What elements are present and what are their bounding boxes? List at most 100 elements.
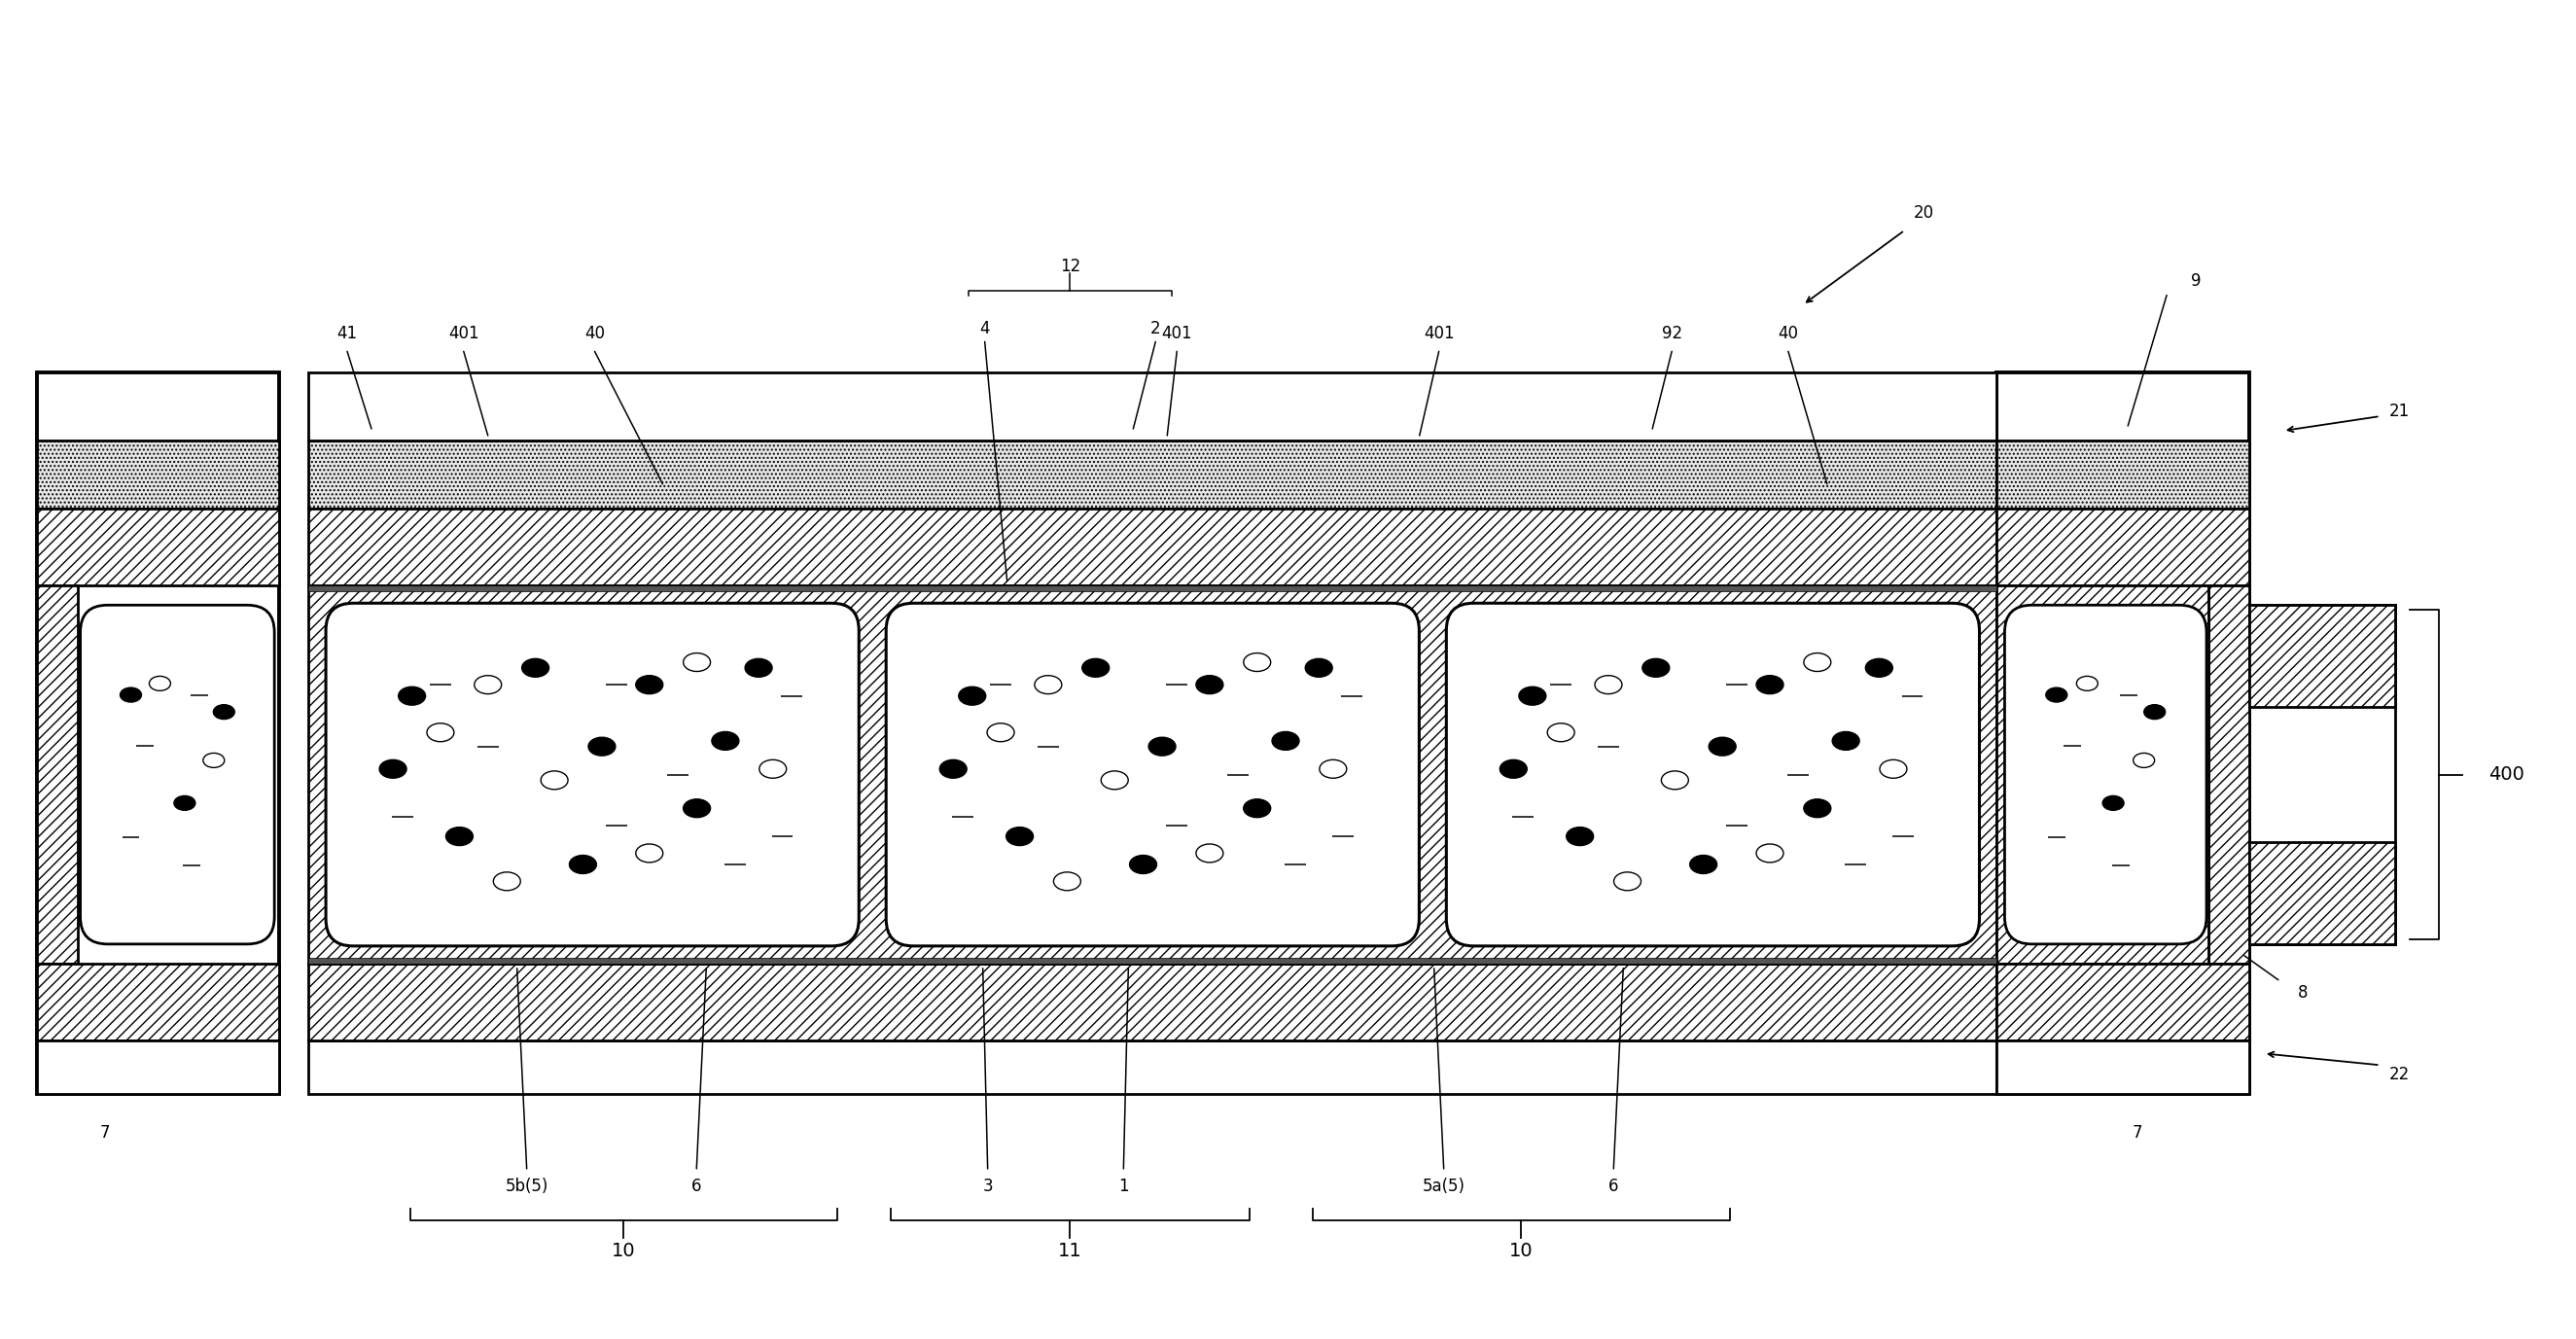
FancyBboxPatch shape: [80, 605, 276, 944]
Ellipse shape: [636, 675, 662, 694]
Ellipse shape: [1244, 653, 1270, 671]
Ellipse shape: [1036, 675, 1061, 694]
Bar: [1996, 585, 2208, 964]
Ellipse shape: [1595, 675, 1623, 694]
Ellipse shape: [1520, 687, 1546, 706]
Bar: [1996, 1040, 2249, 1094]
Ellipse shape: [1195, 844, 1224, 862]
Ellipse shape: [587, 738, 616, 755]
Ellipse shape: [1149, 738, 1175, 755]
Ellipse shape: [1082, 659, 1110, 678]
Ellipse shape: [1499, 759, 1528, 778]
Ellipse shape: [1832, 731, 1860, 750]
Text: 20: 20: [1914, 204, 1935, 222]
Ellipse shape: [760, 759, 786, 778]
Ellipse shape: [446, 828, 474, 845]
Bar: [309, 509, 1996, 585]
Bar: [36, 1040, 278, 1094]
Ellipse shape: [1708, 738, 1736, 755]
Text: 401: 401: [448, 325, 479, 343]
Text: 41: 41: [337, 325, 358, 343]
Bar: [36, 441, 278, 509]
Ellipse shape: [399, 687, 425, 706]
Ellipse shape: [541, 771, 567, 790]
Ellipse shape: [428, 723, 453, 742]
Ellipse shape: [2133, 753, 2154, 767]
Ellipse shape: [1643, 659, 1669, 678]
Ellipse shape: [1007, 828, 1033, 845]
Ellipse shape: [175, 795, 196, 810]
Ellipse shape: [987, 723, 1015, 742]
Ellipse shape: [1100, 771, 1128, 790]
Ellipse shape: [1880, 759, 1906, 778]
Ellipse shape: [1244, 799, 1270, 818]
FancyBboxPatch shape: [886, 603, 1419, 945]
Bar: [2249, 605, 2396, 944]
Ellipse shape: [744, 659, 773, 678]
Ellipse shape: [636, 844, 662, 862]
Bar: [309, 585, 1996, 592]
Text: 10: 10: [1510, 1241, 1533, 1260]
Ellipse shape: [214, 704, 234, 719]
Bar: [309, 1040, 1996, 1094]
Ellipse shape: [121, 688, 142, 702]
Ellipse shape: [683, 653, 711, 671]
Text: 92: 92: [1662, 325, 1682, 343]
Text: 5b(5): 5b(5): [505, 1177, 549, 1194]
Ellipse shape: [940, 759, 966, 778]
Text: 10: 10: [611, 1241, 636, 1260]
Ellipse shape: [1273, 731, 1298, 750]
Ellipse shape: [379, 759, 407, 778]
Bar: [309, 964, 1996, 1040]
Bar: [2249, 605, 2396, 707]
Ellipse shape: [204, 753, 224, 767]
Text: 400: 400: [2488, 766, 2524, 783]
Bar: [309, 957, 1996, 964]
Ellipse shape: [1690, 856, 1718, 873]
Ellipse shape: [149, 676, 170, 691]
Text: 12: 12: [1059, 257, 1079, 274]
Bar: [36, 585, 77, 964]
Ellipse shape: [1757, 675, 1783, 694]
FancyBboxPatch shape: [2004, 605, 2208, 944]
Bar: [36, 964, 278, 1040]
Ellipse shape: [1566, 828, 1595, 845]
Text: 9: 9: [2190, 272, 2200, 289]
Text: 22: 22: [2391, 1066, 2411, 1083]
Bar: [36, 372, 278, 1094]
Ellipse shape: [569, 856, 598, 873]
Text: 5a(5): 5a(5): [1422, 1177, 1466, 1194]
Text: 40: 40: [585, 325, 605, 343]
Text: 7: 7: [100, 1125, 111, 1142]
Text: 8: 8: [2298, 984, 2308, 1002]
Text: 6: 6: [690, 1177, 701, 1194]
Bar: [309, 585, 1996, 964]
Bar: [1996, 372, 2249, 1094]
Text: 3: 3: [981, 1177, 992, 1194]
Ellipse shape: [1195, 675, 1224, 694]
FancyBboxPatch shape: [1445, 603, 1978, 945]
Ellipse shape: [1128, 856, 1157, 873]
Text: 401: 401: [1162, 325, 1193, 343]
Bar: [1996, 964, 2249, 1040]
Bar: [1996, 441, 2249, 509]
Bar: [309, 372, 1996, 441]
Ellipse shape: [2045, 688, 2066, 702]
Ellipse shape: [1803, 799, 1832, 818]
Ellipse shape: [2102, 795, 2123, 810]
Ellipse shape: [495, 872, 520, 890]
Text: 7: 7: [2133, 1125, 2143, 1142]
Text: 21: 21: [2391, 403, 2411, 420]
Bar: [2208, 585, 2249, 964]
Ellipse shape: [1757, 844, 1783, 862]
Ellipse shape: [1548, 723, 1574, 742]
Text: 11: 11: [1059, 1241, 1082, 1260]
Ellipse shape: [474, 675, 502, 694]
Text: 40: 40: [1777, 325, 1798, 343]
Bar: [309, 441, 1996, 509]
Ellipse shape: [711, 731, 739, 750]
Ellipse shape: [1613, 872, 1641, 890]
Ellipse shape: [1054, 872, 1082, 890]
Ellipse shape: [683, 799, 711, 818]
Ellipse shape: [1319, 759, 1347, 778]
